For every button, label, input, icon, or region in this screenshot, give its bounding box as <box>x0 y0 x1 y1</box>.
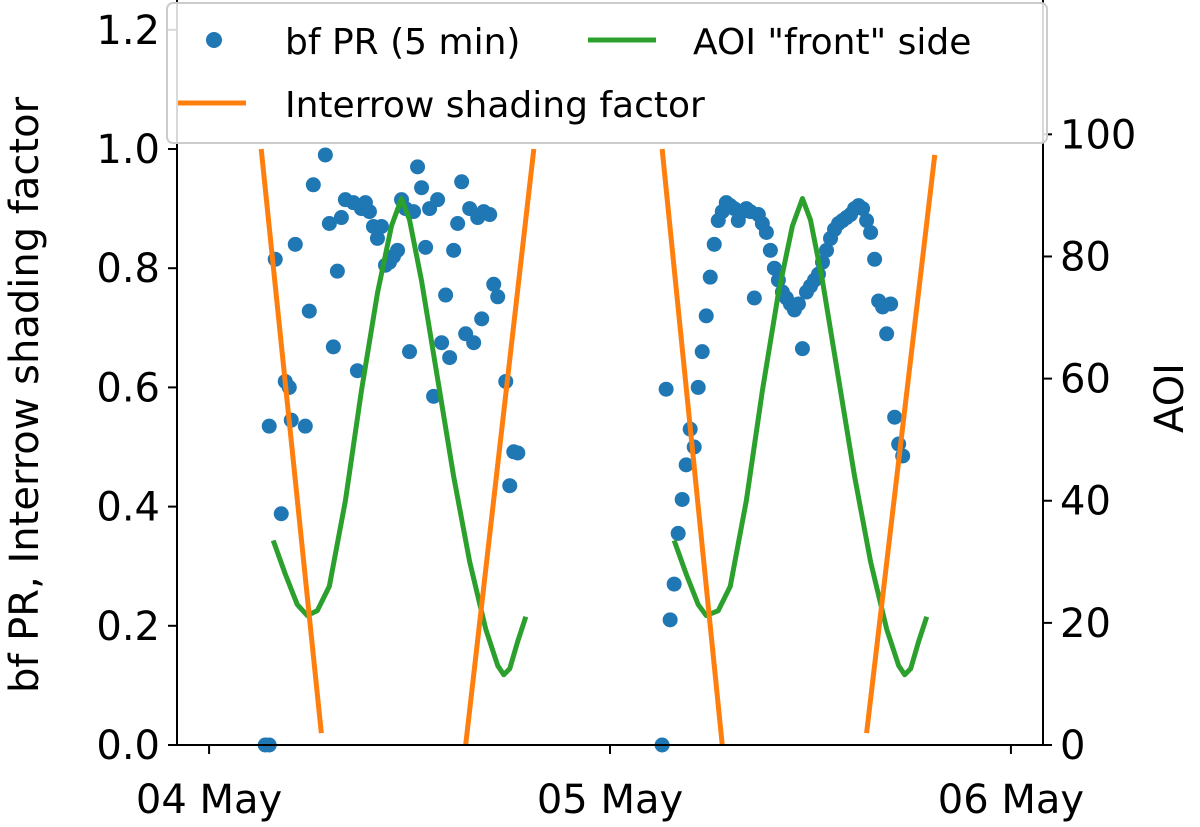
data-point <box>317 147 333 163</box>
data-point <box>486 276 502 292</box>
data-point <box>758 224 774 240</box>
y-tick-label-right: 80 <box>1060 234 1111 280</box>
data-point <box>658 381 674 397</box>
legend-label-aoi: AOI "front" side <box>693 22 971 63</box>
series-segment <box>659 148 725 746</box>
data-point <box>426 388 442 404</box>
data-point <box>702 269 718 285</box>
data-point <box>301 303 317 319</box>
data-point <box>349 363 365 379</box>
plot-series <box>257 147 938 753</box>
data-point <box>690 379 706 395</box>
series-segment <box>864 154 938 734</box>
data-point <box>454 174 470 190</box>
data-point <box>418 239 434 255</box>
data-point <box>446 242 462 258</box>
data-point <box>887 409 903 425</box>
data-point <box>859 213 875 229</box>
data-point <box>410 159 426 175</box>
legend-label-bf-pr: bf PR (5 min) <box>285 22 520 63</box>
data-point <box>879 326 895 342</box>
data-point <box>369 230 385 246</box>
x-tick-label: 05 May <box>537 777 683 823</box>
legend: bf PR (5 min) AOI "front" side Interrow … <box>166 2 1048 144</box>
data-point <box>706 236 722 252</box>
y-tick-label-right: 40 <box>1060 479 1111 525</box>
data-point <box>694 344 710 360</box>
y-tick-label-right: 0 <box>1060 723 1085 769</box>
x-tick-label: 06 May <box>938 777 1084 823</box>
legend-marker-bf-pr <box>206 32 222 48</box>
x-tick-label: 04 May <box>136 777 282 823</box>
data-point <box>442 350 458 366</box>
data-point <box>670 525 686 541</box>
data-point <box>402 344 418 360</box>
legend-label-shading: Interrow shading factor <box>285 85 705 126</box>
data-point <box>855 201 871 217</box>
data-point <box>790 296 806 312</box>
data-point <box>794 341 810 357</box>
series-segment <box>258 148 324 734</box>
data-point <box>305 177 321 193</box>
data-point <box>819 242 834 258</box>
y-tick-label: 0.4 <box>96 485 160 531</box>
data-point <box>361 204 377 220</box>
y-tick-label: 0.0 <box>96 723 160 769</box>
y-tick-label: 1.0 <box>96 127 160 173</box>
ticks: 0.0 0.2 0.4 0.6 0.8 1.0 1.2 0 20 40 60 80 100 04 May 0… <box>96 8 1136 823</box>
data-point <box>325 339 341 355</box>
data-point <box>678 457 694 473</box>
data-point <box>766 260 782 276</box>
data-point <box>430 192 446 208</box>
data-point <box>746 290 762 306</box>
data-point <box>762 242 778 258</box>
y-axis-label-right: AOI <box>1147 363 1193 433</box>
y-tick-label-right: 100 <box>1060 112 1136 158</box>
data-point <box>373 218 389 234</box>
data-point <box>662 612 678 628</box>
data-point <box>333 210 349 226</box>
data-point <box>863 224 879 240</box>
data-point <box>414 180 430 196</box>
y-axis-label: bf PR, Interrow shading factor <box>2 96 48 693</box>
data-point <box>434 335 450 351</box>
series-line <box>671 195 930 678</box>
series-segment <box>463 148 537 746</box>
data-point <box>674 491 690 507</box>
data-point <box>698 308 714 324</box>
y-tick-label-right: 20 <box>1060 601 1111 647</box>
y-tick-label: 0.8 <box>96 246 160 292</box>
y-tick-label: 1.2 <box>96 8 160 54</box>
data-point <box>510 445 526 461</box>
data-point <box>321 216 337 231</box>
data-point <box>438 287 454 303</box>
data-point <box>297 418 313 434</box>
y-tick-label: 0.2 <box>96 604 160 650</box>
y-tick-label: 0.6 <box>96 365 160 411</box>
data-point <box>474 311 490 327</box>
y-tick-label-right: 60 <box>1060 357 1111 403</box>
data-point <box>666 576 682 592</box>
data-point <box>450 216 466 231</box>
data-point <box>867 251 883 267</box>
data-point <box>466 335 482 351</box>
data-point <box>490 289 506 305</box>
data-point <box>390 242 406 258</box>
data-point <box>287 236 303 252</box>
legend-frame <box>166 2 1048 144</box>
data-point <box>261 418 277 434</box>
data-point <box>273 506 289 522</box>
data-point <box>502 478 518 494</box>
data-point <box>482 207 498 223</box>
data-point <box>329 263 345 279</box>
data-point <box>883 296 899 312</box>
series-line <box>270 195 529 678</box>
